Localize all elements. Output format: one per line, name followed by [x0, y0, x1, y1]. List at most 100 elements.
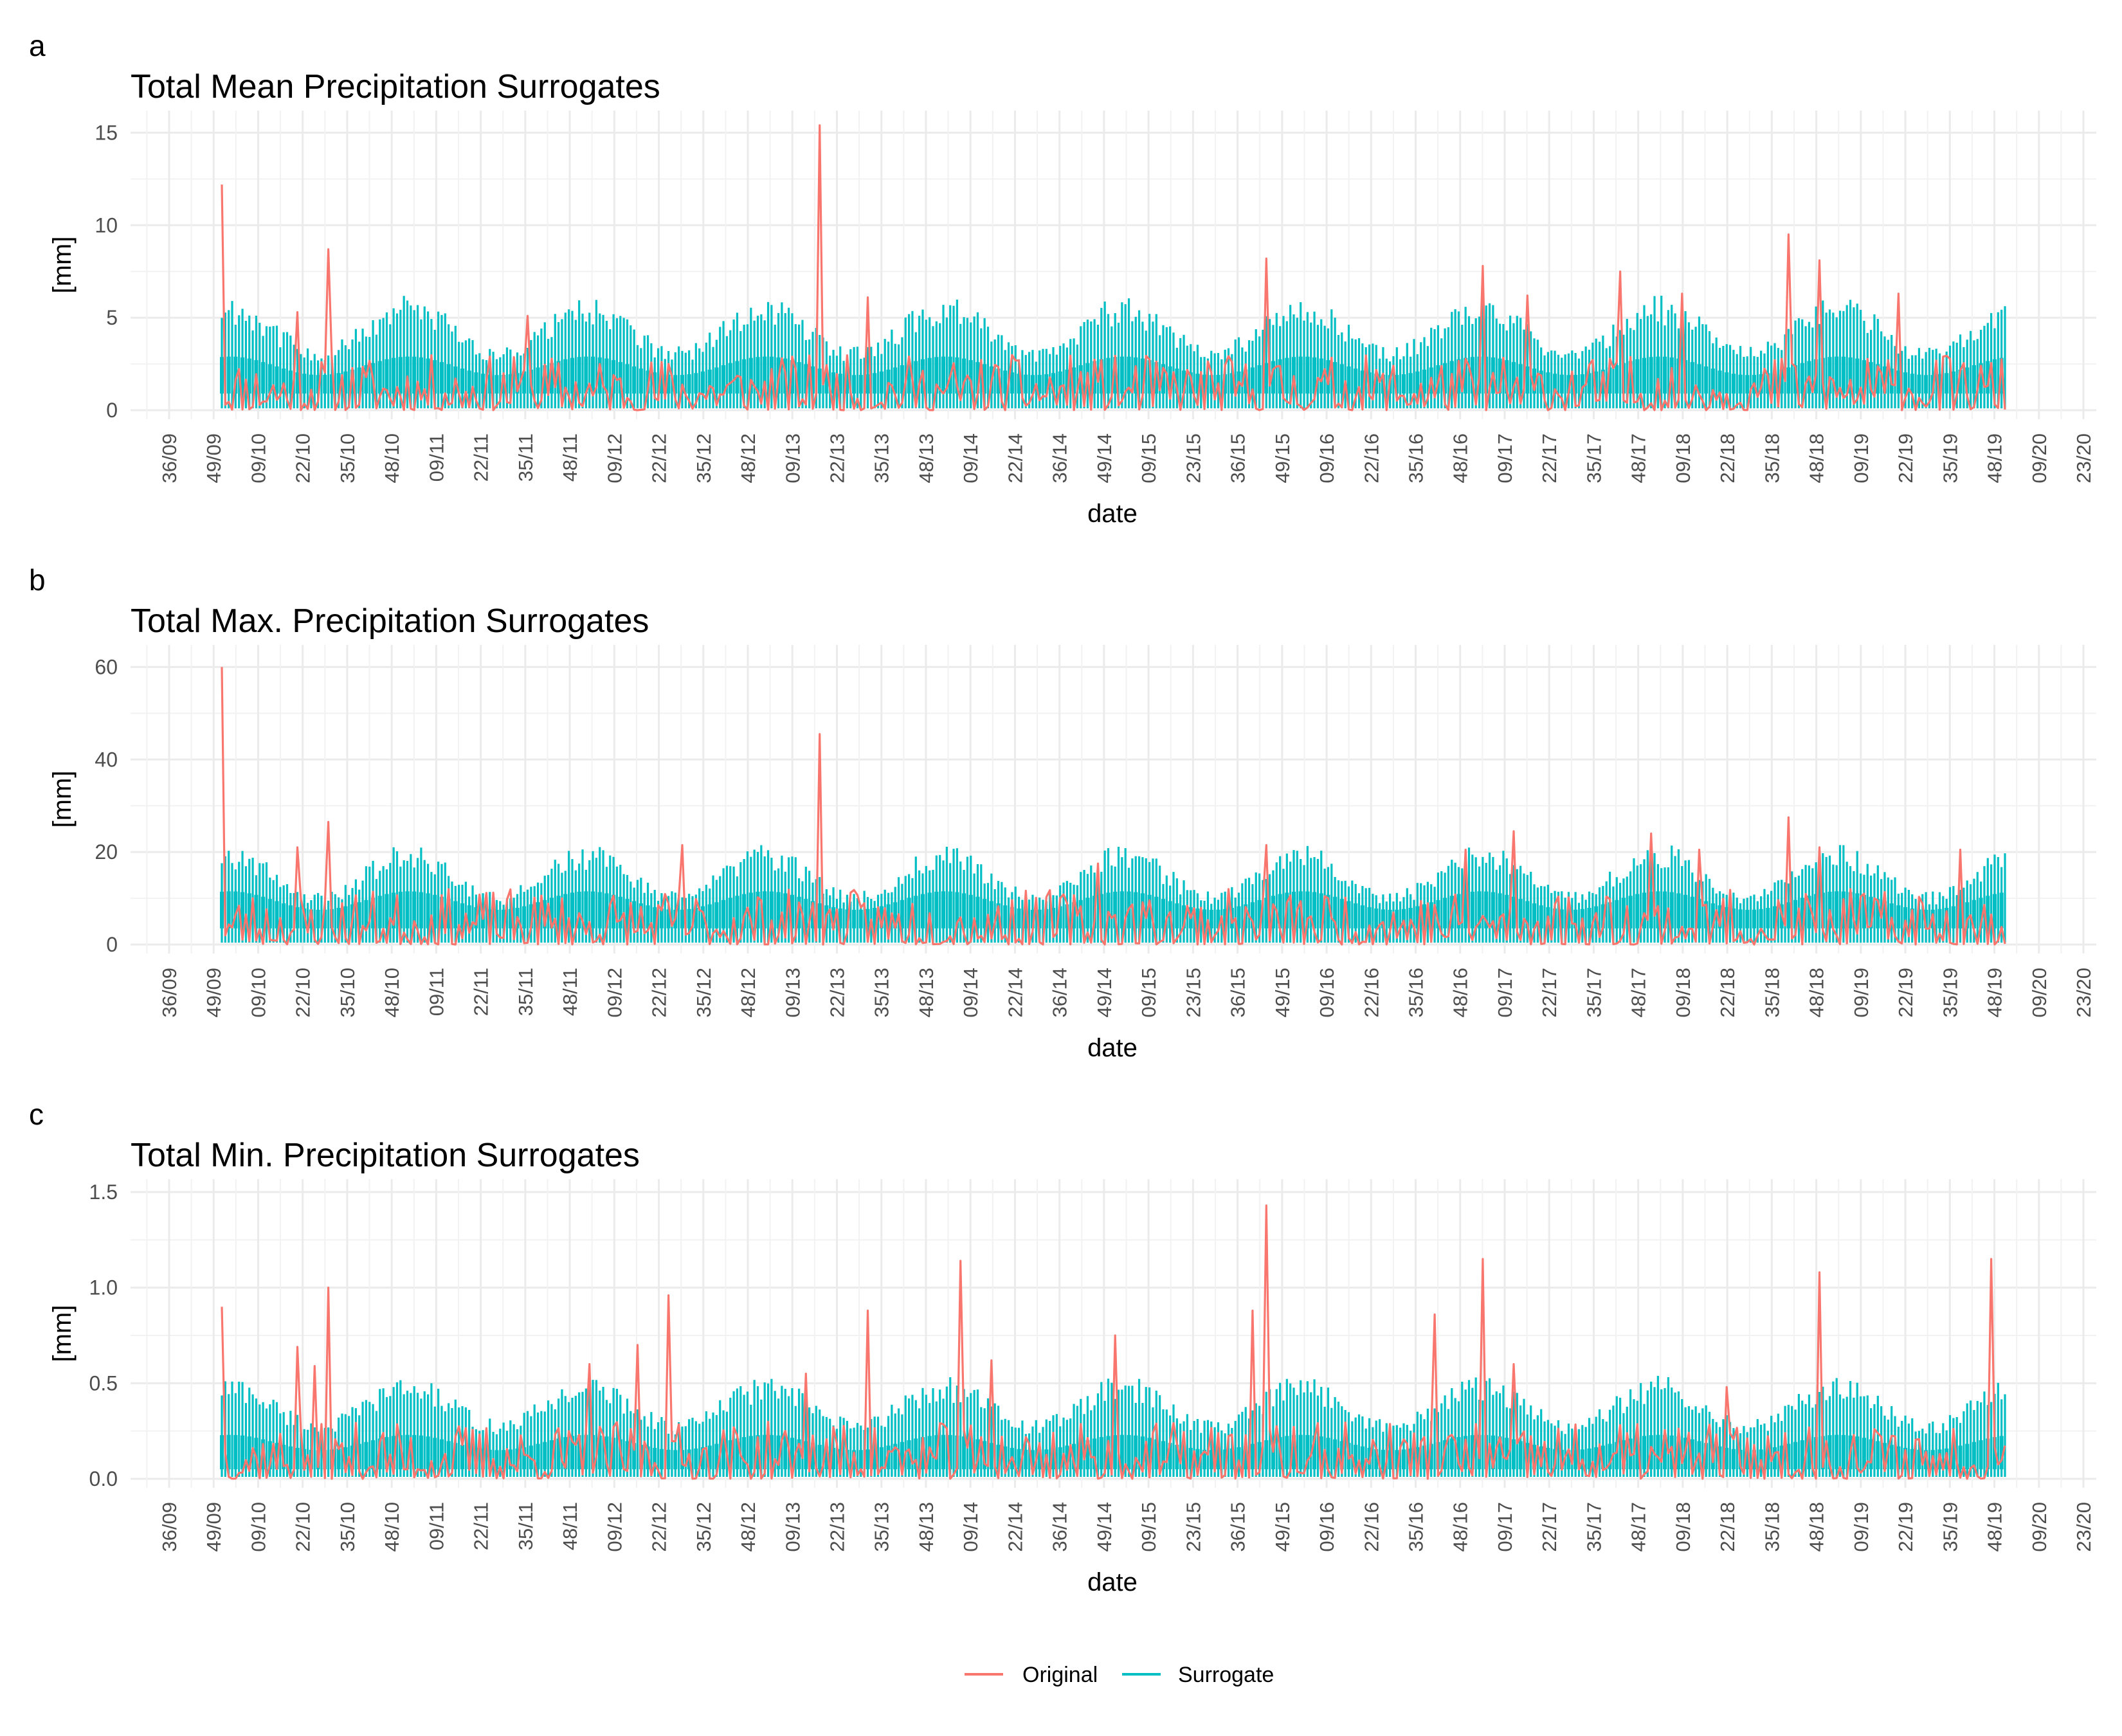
x-tick-label: 48/13	[915, 433, 938, 484]
x-tick-label: 36/14	[1049, 968, 1071, 1018]
x-tick-label: 23/20	[2072, 1502, 2095, 1552]
x-tick-label: 09/17	[1494, 1502, 1516, 1552]
x-tick-label: 09/10	[247, 1502, 269, 1552]
legend: Original Surrogate	[965, 1663, 1274, 1687]
x-tick-label: 22/14	[1004, 433, 1026, 484]
x-tick-label: 22/13	[826, 968, 848, 1018]
x-tick-label: 09/19	[1850, 1502, 1873, 1552]
x-tick-label: 36/09	[158, 968, 181, 1018]
chart-title: Total Mean Precipitation Surrogates	[131, 68, 660, 105]
x-tick-label: 35/16	[1405, 1502, 1428, 1552]
x-tick-label: 22/11	[470, 433, 493, 482]
y-tick-label: 40	[95, 748, 118, 771]
x-tick-label: 36/14	[1049, 433, 1071, 484]
x-tick-label: 35/10	[336, 1502, 359, 1552]
y-tick-label: 20	[95, 840, 118, 863]
x-tick-label: 35/12	[693, 968, 715, 1018]
x-tick-label: 36/15	[1227, 968, 1249, 1018]
x-tick-label: 09/14	[959, 1502, 982, 1552]
y-tick-label: 0.5	[89, 1371, 118, 1395]
y-axis-label: [mm]	[48, 237, 77, 294]
x-tick-label: 48/17	[1628, 1502, 1650, 1552]
x-tick-label: 48/19	[1984, 433, 2006, 484]
x-tick-label: 22/10	[292, 968, 314, 1018]
x-tick-label: 35/12	[693, 1502, 715, 1552]
x-tick-label: 48/12	[737, 968, 759, 1018]
x-tick-label: 09/11	[425, 968, 448, 1016]
x-tick-label: 48/18	[1806, 968, 1828, 1018]
x-tick-label: 35/17	[1582, 968, 1605, 1018]
x-axis-label: date	[1087, 1034, 1138, 1062]
x-tick-label: 22/19	[1894, 433, 1917, 484]
x-tick-label: 09/20	[2028, 433, 2051, 484]
chart-title: Total Max. Precipitation Surrogates	[131, 602, 649, 640]
surrogate-series	[220, 295, 2006, 409]
x-axis-label: date	[1087, 500, 1138, 528]
x-tick-label: 35/11	[514, 1502, 537, 1550]
x-tick-label: 09/19	[1850, 968, 1873, 1018]
x-tick-label: 23/15	[1182, 433, 1204, 484]
x-tick-label: 22/16	[1360, 1502, 1383, 1552]
x-tick-label: 22/17	[1538, 433, 1561, 484]
x-tick-label: 22/12	[648, 1502, 671, 1552]
x-tick-label: 48/17	[1628, 433, 1650, 484]
x-tick-label: 48/11	[559, 1502, 581, 1550]
x-tick-label: 48/17	[1628, 968, 1650, 1018]
x-tick-label: 22/16	[1360, 968, 1383, 1018]
x-tick-label: 36/15	[1227, 1502, 1249, 1552]
panel-c: c Total Min. Precipitation Surrogates 0.0 0…	[29, 1098, 2096, 1596]
x-tick-label: 09/10	[247, 433, 269, 484]
x-tick-label: 48/12	[737, 1502, 759, 1552]
x-tick-label: 49/09	[203, 433, 225, 484]
x-tick-label: 22/11	[470, 968, 493, 1016]
x-tick-label: 23/15	[1182, 968, 1204, 1018]
x-tick-label: 09/15	[1138, 433, 1160, 484]
x-tick-label: 22/13	[826, 433, 848, 484]
x-tick-label: 48/10	[381, 1502, 403, 1552]
x-tick-label: 35/11	[514, 433, 537, 482]
x-tick-label: 09/12	[603, 1502, 626, 1552]
x-tick-label: 09/12	[603, 433, 626, 484]
x-tick-label: 48/11	[559, 433, 581, 482]
x-axis-label: date	[1087, 1568, 1138, 1596]
x-tick-label: 22/17	[1538, 968, 1561, 1018]
x-tick-label: 35/10	[336, 433, 359, 484]
y-tick-label: 10	[95, 213, 118, 237]
y-tick-label: 1.0	[89, 1276, 118, 1299]
x-tick-label: 36/09	[158, 1502, 181, 1552]
x-tick-label: 22/14	[1004, 968, 1026, 1018]
x-tick-label: 09/11	[425, 433, 448, 482]
y-tick-label: 0	[106, 399, 118, 422]
y-tick-label: 0.0	[89, 1467, 118, 1490]
x-tick-label: 22/16	[1360, 433, 1383, 484]
x-tick-label: 22/11	[470, 1502, 493, 1550]
x-tick-label: 35/11	[514, 968, 537, 1016]
x-tick-label: 22/13	[826, 1502, 848, 1552]
x-tick-label: 09/13	[781, 1502, 804, 1552]
x-tick-label: 22/19	[1894, 968, 1917, 1018]
x-tick-label: 09/14	[959, 433, 982, 484]
x-tick-label: 35/13	[871, 968, 893, 1018]
y-tick-label: 5	[106, 306, 118, 329]
legend-label-original: Original	[1022, 1663, 1098, 1687]
x-tick-label: 09/18	[1672, 1502, 1694, 1552]
y-tick-label: 0	[106, 933, 118, 956]
y-axis-label: [mm]	[48, 1305, 77, 1362]
x-tick-label: 35/19	[1939, 433, 1961, 484]
x-tick-label: 49/15	[1271, 1502, 1294, 1552]
x-tick-label: 48/18	[1806, 433, 1828, 484]
x-tick-label: 48/11	[559, 968, 581, 1016]
x-tick-label: 48/16	[1449, 968, 1472, 1018]
panel-letter: b	[29, 563, 46, 597]
x-tick-label: 09/20	[2028, 1502, 2051, 1552]
original-series-line	[221, 667, 2006, 946]
y-tick-label: 60	[95, 655, 118, 678]
x-tick-label: 49/14	[1093, 1502, 1116, 1552]
x-tick-label: 22/17	[1538, 1502, 1561, 1552]
x-tick-label: 22/10	[292, 1502, 314, 1552]
x-tick-label: 22/14	[1004, 1502, 1026, 1552]
x-tick-label: 09/12	[603, 968, 626, 1018]
x-tick-label: 49/15	[1271, 968, 1294, 1018]
x-tick-label: 22/10	[292, 433, 314, 484]
